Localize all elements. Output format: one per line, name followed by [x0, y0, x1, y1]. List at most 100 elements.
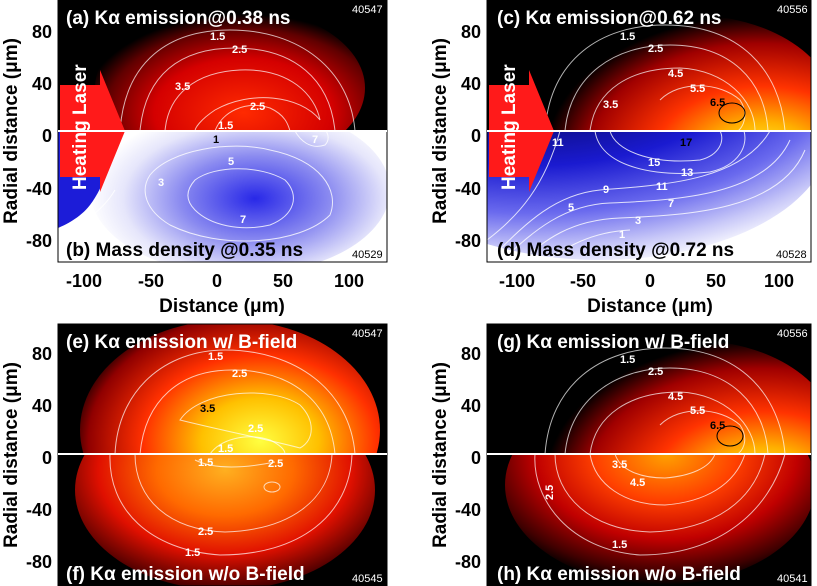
panel-d-contour-5	[499, 139, 791, 262]
panel-c-contour-peak	[718, 102, 746, 124]
y-tick-label: 80	[461, 22, 481, 42]
panel-c-contour-label: 4.5	[668, 68, 683, 80]
panel-b-shot-number: 40529	[352, 249, 383, 261]
panel-c-contour-label: 6.5	[710, 97, 725, 109]
panel-e-contour-label: 1.5	[218, 443, 233, 455]
panel-b-contour-4	[294, 131, 329, 147]
panel-c-title: (c) Kα emission@0.62 ns	[497, 8, 722, 29]
panel-e-shot-number: 40547	[352, 328, 383, 340]
panel-g-heatmap	[487, 324, 811, 454]
y-tick-label: 40	[461, 396, 481, 416]
panel-d-contour-label: 3	[635, 215, 641, 227]
x-ticks-right: -100 -50 0 50 100	[499, 271, 794, 291]
panel-h-contour-2	[554, 454, 766, 533]
y-tick-label: 80	[461, 344, 481, 364]
panel-c-contour-3	[589, 67, 756, 131]
x-ticks-left: -100 -50 0 50 100	[66, 271, 364, 291]
panel-d-contour-label: 13	[681, 167, 693, 179]
panel-d-contour-label: 17	[680, 137, 692, 149]
y-tick-label: 0	[471, 126, 481, 146]
panel-e-heatmap	[58, 324, 387, 454]
panel-d-contour-1	[487, 131, 561, 241]
panel-b-contour-label: 3	[158, 177, 164, 189]
panel-f-emission-region	[75, 454, 375, 586]
panel-a-contour-label: 2.5	[232, 44, 247, 56]
panel-h-contour-label: 2.5	[544, 485, 556, 500]
panel-h-contour-3	[589, 454, 746, 506]
panel-g-contour-peak	[716, 425, 744, 447]
panel-b-contour-3	[187, 168, 294, 229]
y-tick-label: 80	[32, 22, 52, 42]
x-tick-label: 100	[764, 271, 794, 291]
panel-d-contour-7	[544, 229, 631, 262]
panel-g-contour-label: 5.5	[690, 405, 705, 417]
panel-e-contour-1	[114, 349, 356, 454]
panel-a-contour-label: 1.5	[210, 31, 225, 43]
panel-c-contour-2	[564, 44, 769, 131]
panel-c-shot-number: 40556	[777, 4, 808, 16]
x-tick-label: 0	[212, 271, 222, 291]
panel-d-heatmap	[487, 131, 811, 262]
panel-c-emission-region	[545, 15, 811, 131]
y-tick-label: -40	[26, 179, 52, 199]
y-tick-label: -80	[455, 552, 481, 572]
panel-d-contour-label: 15	[648, 157, 660, 169]
y-tick-label: 40	[461, 74, 481, 94]
panel-a-contour-label: 1.5	[218, 120, 233, 132]
panel-h-contour-1	[534, 454, 786, 556]
panel-h-shot-number: 40541	[777, 573, 808, 585]
panel-d-contour-label: 7	[668, 198, 674, 210]
panel-c-contour-label: 5.5	[690, 83, 705, 95]
panel-a-title: (a) Kα emission@0.38 ns	[66, 8, 291, 29]
y-ticks-right-top: 80 40 0 -40 -80	[455, 22, 481, 251]
y-tick-label: 40	[32, 396, 52, 416]
x-tick-label: 100	[334, 271, 364, 291]
y-tick-label: 0	[42, 448, 52, 468]
panel-d-contour-3	[594, 131, 746, 174]
panel-e-title: (e) Kα emission w/ B-field	[66, 332, 297, 353]
y-ticks-left-top: 80 40 0 -40 -80	[26, 22, 52, 251]
panel-f-contour-label: 1.5	[198, 457, 213, 469]
panel-a-contour-label: 2.5	[250, 101, 265, 113]
panel-g-contour-1	[544, 347, 786, 454]
y-tick-label: -80	[26, 231, 52, 251]
panel-e-contour-label: 2.5	[232, 368, 247, 380]
panel-b-heatmap	[58, 131, 387, 262]
panel-f-contour-label: 1.5	[185, 547, 200, 559]
y-tick-label: -80	[26, 552, 52, 572]
y-tick-label: 0	[42, 126, 52, 146]
panel-b-contour-label: 7	[312, 134, 318, 146]
panel-b-title: (b) Mass density @0.35 ns	[66, 240, 303, 261]
panel-g-contour-label: 6.5	[710, 420, 725, 432]
panel-a-contour-4	[214, 104, 291, 131]
panel-d-contour-label: 1	[619, 229, 625, 241]
panel-d-contour-label: 5	[568, 202, 574, 214]
panel-h-contour-label: 1.5	[612, 539, 627, 551]
panel-b-contour-label: 5	[228, 156, 234, 168]
panel-b-contour-label: 7	[240, 214, 246, 226]
x-tick-label: 50	[706, 271, 726, 291]
panel-d-contour-2	[609, 131, 723, 162]
panel-d-title: (d) Mass density @0.72 ns	[497, 240, 734, 261]
y-tick-label: -40	[455, 500, 481, 520]
y-axis-label-top-left: Radial distance (μm)	[1, 38, 22, 224]
y-tick-label: 0	[471, 448, 481, 468]
y-tick-label: -40	[26, 500, 52, 520]
x-tick-label: -100	[499, 271, 535, 291]
panel-f-heatmap	[58, 454, 387, 586]
panel-d-contour-4	[487, 131, 771, 262]
y-axis-label-bottom-left: Radial distance (μm)	[1, 362, 22, 548]
panel-d-contour-label: 9	[603, 184, 609, 196]
panel-h-heatmap	[487, 454, 811, 586]
panel-c-contour-label: 3.5	[603, 99, 618, 111]
y-tick-label: 80	[32, 344, 52, 364]
panel-e-contour-label: 3.5	[200, 403, 215, 415]
panel-f-contour-label: 2.5	[198, 526, 213, 538]
panel-d-contour-label: 11	[656, 181, 668, 193]
panel-e-contour-label: 1.5	[208, 351, 223, 363]
panel-b-contour-2	[144, 145, 333, 242]
panel-e-emission-region	[80, 324, 380, 454]
panel-a-contour-2	[139, 47, 336, 131]
y-axis-label-bottom-right: Radial distance (μm)	[430, 362, 451, 548]
panel-a-contour-label: 3.5	[175, 81, 190, 93]
